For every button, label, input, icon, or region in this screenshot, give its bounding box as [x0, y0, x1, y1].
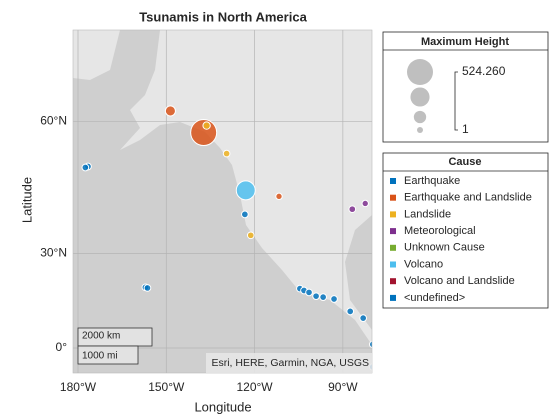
bubble	[359, 314, 368, 322]
bubble	[246, 231, 255, 240]
bubble	[361, 199, 369, 208]
y-axis-label: Latitude	[19, 177, 34, 223]
x-tick-label: 90°W	[328, 380, 358, 394]
legend-label: Unknown Cause	[404, 242, 485, 254]
bubble	[222, 149, 231, 158]
attribution: Esri, HERE, Garmin, NGA, USGS	[211, 357, 369, 369]
legend-swatch	[390, 178, 396, 184]
size-legend-title: Maximum Height	[421, 36, 509, 48]
bubble	[164, 105, 176, 117]
bubble	[305, 288, 313, 297]
size-legend-bubble	[410, 87, 430, 107]
x-tick-label: 120°W	[236, 380, 273, 394]
bubble	[312, 292, 320, 301]
bubble	[369, 340, 372, 349]
legend-swatch	[390, 261, 396, 268]
legend-label: Meteorological	[404, 225, 476, 237]
size-legend-bubble	[407, 59, 433, 85]
legend-label: Earthquake	[404, 175, 460, 187]
bubble	[348, 205, 357, 214]
scale-label: 1000 mi	[82, 351, 118, 362]
legend-label: Volcano	[404, 258, 443, 270]
size-legend-label: 524.260	[462, 64, 506, 78]
legend-label: Earthquake and Landslide	[404, 192, 532, 204]
legend-label: Landslide	[404, 208, 451, 220]
legend-swatch	[390, 194, 396, 201]
legend-swatch	[390, 228, 396, 235]
color-legend-title: Cause	[448, 156, 481, 168]
legend-label: <undefined>	[404, 292, 465, 304]
legend-swatch	[390, 278, 396, 285]
legend-swatch	[390, 211, 396, 218]
y-tick-label: 0°	[56, 340, 68, 354]
scale-bar	[77, 345, 139, 365]
size-legend-bubble	[413, 110, 427, 124]
x-tick-label: 150°W	[148, 380, 185, 394]
y-tick-label: 30°N	[40, 246, 67, 260]
legend-swatch	[390, 244, 396, 251]
bubble	[202, 121, 211, 130]
color-legend	[382, 152, 549, 309]
bubble	[319, 293, 327, 301]
bubble	[235, 180, 256, 201]
bubble	[330, 295, 338, 303]
legend-swatch	[390, 294, 396, 301]
attribution-bg	[206, 353, 372, 373]
bubble	[275, 192, 283, 201]
x-axis-label: Longitude	[194, 399, 251, 414]
y-tick-label: 60°N	[40, 114, 67, 128]
size-legend-bracket	[454, 71, 458, 131]
size-legend-label: 1	[462, 122, 469, 136]
size-legend-bubble	[417, 127, 423, 133]
x-tick-label: 180°W	[60, 380, 97, 394]
bubble	[143, 284, 152, 292]
bubble	[241, 210, 249, 219]
map-land	[73, 30, 120, 80]
bubble	[346, 307, 355, 316]
scale-label: 2000 km	[82, 331, 120, 342]
bubble	[81, 163, 90, 172]
chart-title: Tsunamis in North America	[139, 9, 307, 24]
legend-label: Volcano and Landslide	[404, 275, 515, 287]
